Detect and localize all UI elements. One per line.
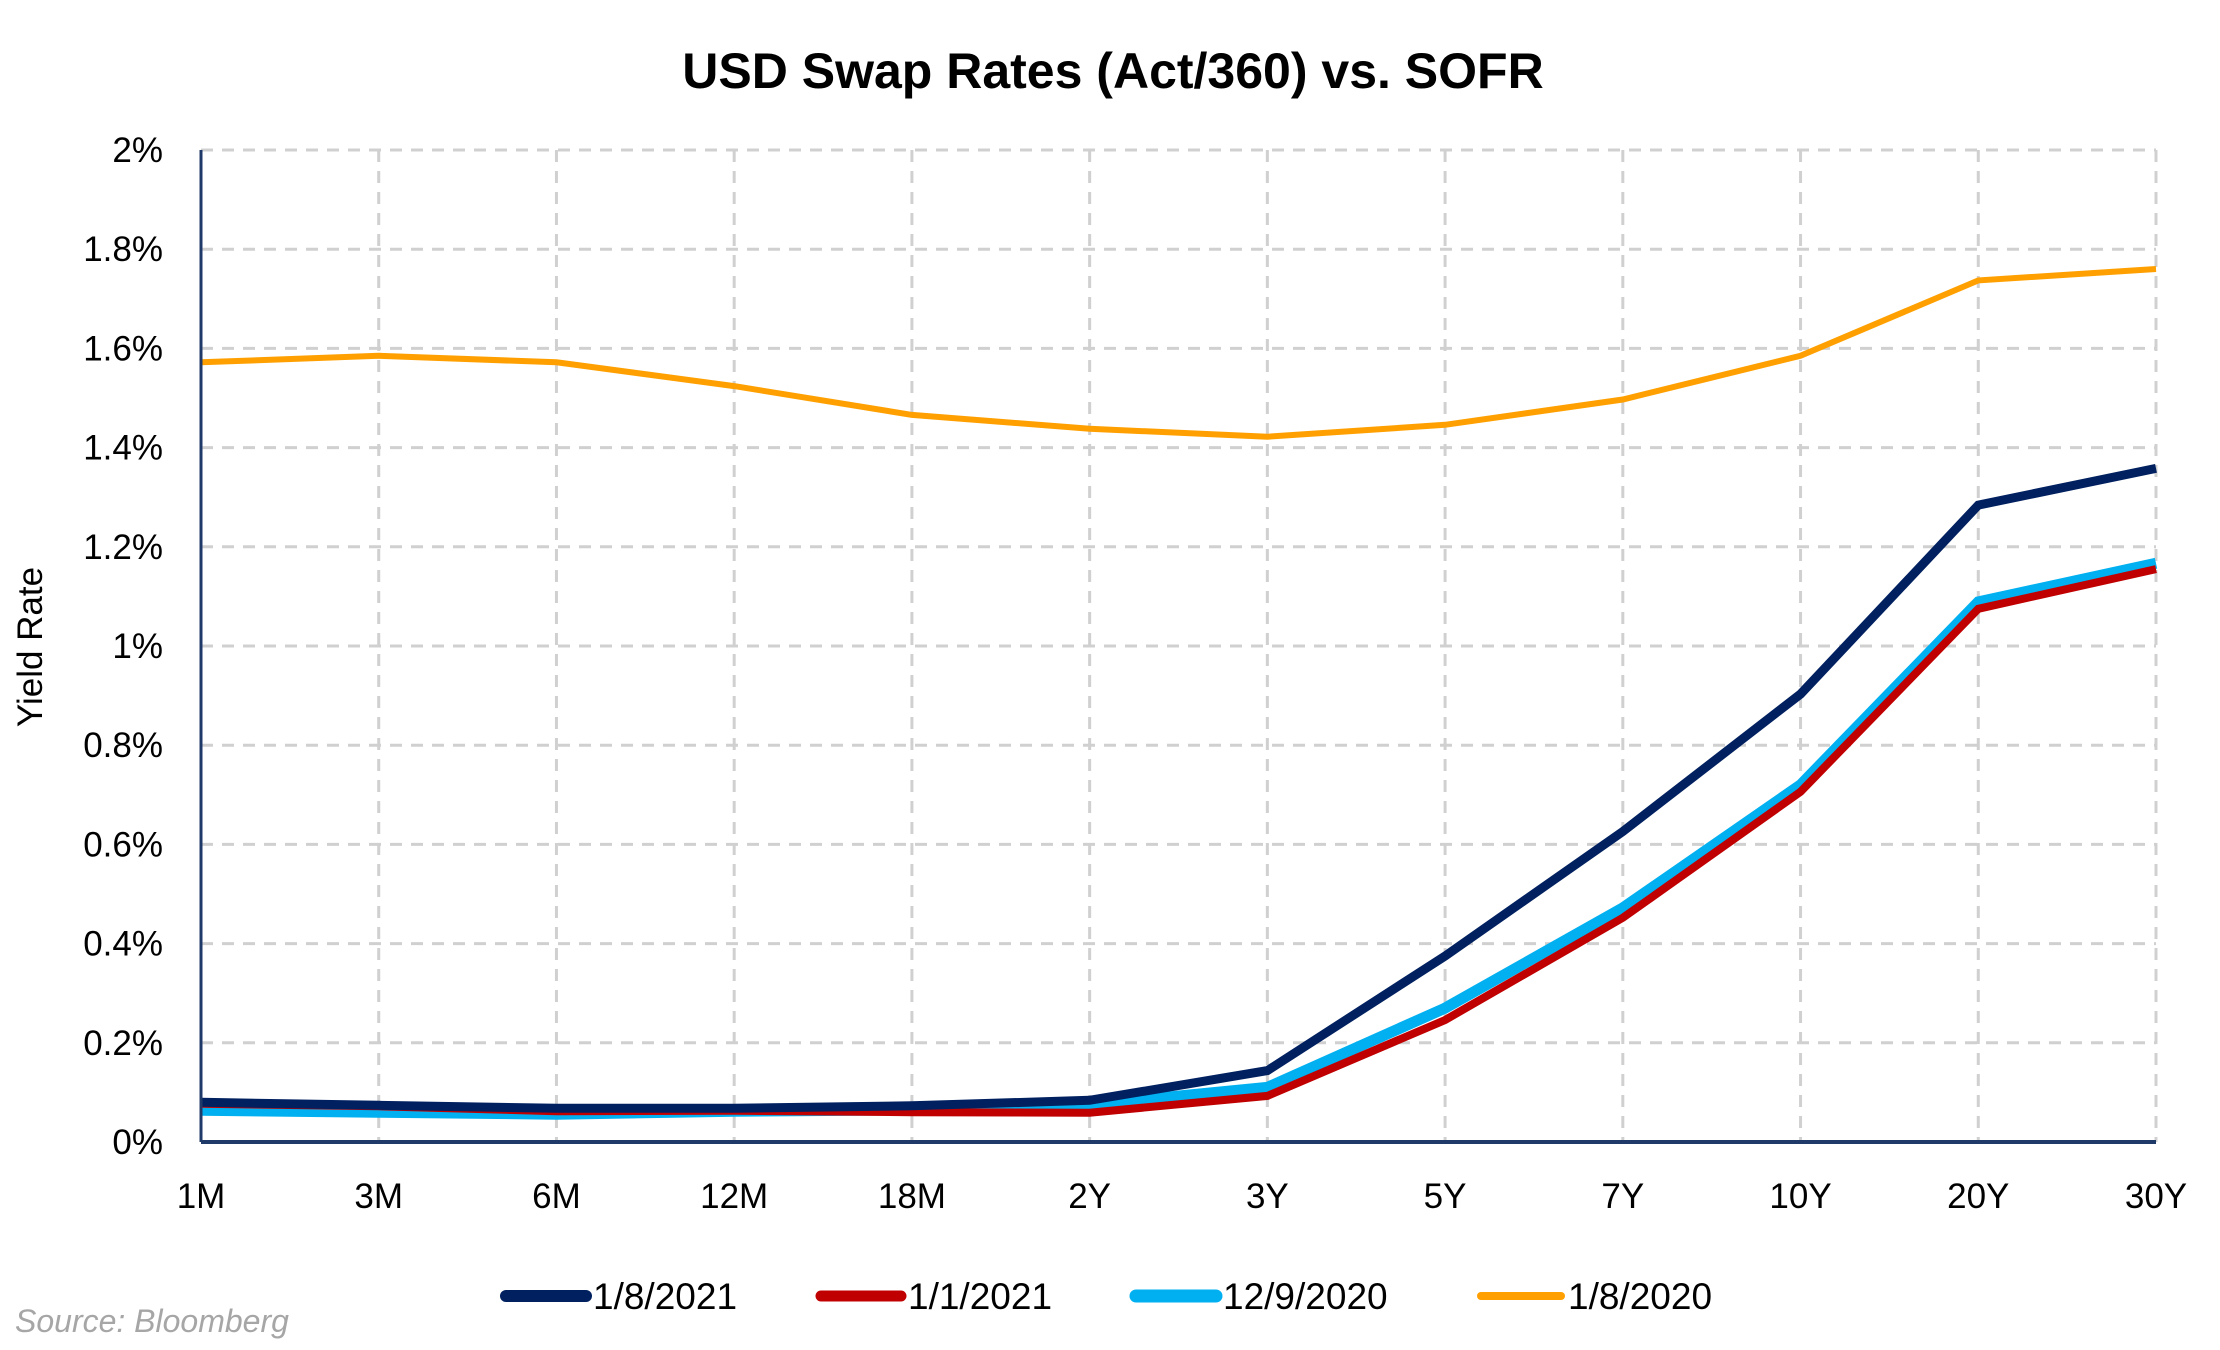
x-tick-label: 30Y: [2125, 1177, 2187, 1216]
y-tick-label: 0%: [112, 1123, 163, 1162]
x-tick-label: 6M: [532, 1177, 581, 1216]
y-axis-ticks: 0% 0.2% 0.4% 0.6% 0.8% 1% 1.2% 1.4% 1.6% 1.8% 2%: [83, 131, 163, 1162]
series-line-1/8/2021: [200, 463, 2157, 1113]
x-tick-label: 10Y: [1769, 1177, 1831, 1216]
legend-item: 1/1/2021: [815, 1276, 1052, 1317]
legend-label: 1/8/2021: [593, 1276, 737, 1317]
x-axis-ticks: 1M 3M 6M 12M 18M 2Y 3Y 5Y 7Y 10Y 20Y 30Y: [177, 1177, 2187, 1216]
x-tick-label: 2Y: [1068, 1177, 1111, 1216]
legend-item: 12/9/2020: [1129, 1276, 1388, 1317]
chart-title: USD Swap Rates (Act/360) vs. SOFR: [682, 43, 1543, 99]
x-tick-label: 12M: [700, 1177, 768, 1216]
x-tick-label: 7Y: [1601, 1177, 1644, 1216]
legend-label: 1/1/2021: [908, 1276, 1052, 1317]
legend-label: 12/9/2020: [1223, 1276, 1388, 1317]
y-tick-label: 0.2%: [83, 1024, 163, 1063]
gridlines: [201, 148, 2158, 1142]
y-tick-label: 1.8%: [83, 230, 163, 269]
x-tick-label: 1M: [177, 1177, 226, 1216]
x-tick-label: 5Y: [1424, 1177, 1467, 1216]
x-tick-label: 20Y: [1947, 1177, 2009, 1216]
x-tick-label: 18M: [878, 1177, 946, 1216]
y-tick-label: 0.6%: [83, 825, 163, 864]
x-tick-label: 3Y: [1246, 1177, 1289, 1216]
y-tick-label: 1.6%: [83, 329, 163, 368]
y-tick-label: 1.2%: [83, 528, 163, 567]
series-lines: [200, 266, 2158, 1120]
legend: 1/8/2021 1/1/2021 12/9/2020 1/8/2020: [500, 1276, 1712, 1317]
y-tick-label: 0.8%: [83, 726, 163, 765]
legend-label: 1/8/2020: [1568, 1276, 1712, 1317]
y-tick-label: 1%: [112, 627, 163, 666]
source-note: Source: Bloomberg: [15, 1303, 289, 1339]
series-line-1/1/2021: [200, 565, 2157, 1117]
y-tick-label: 2%: [112, 131, 163, 170]
series-line-1/8/2020: [200, 266, 2157, 440]
x-tick-label: 3M: [354, 1177, 403, 1216]
y-tick-label: 0.4%: [83, 925, 163, 964]
legend-item: 1/8/2020: [1477, 1276, 1712, 1317]
legend-item: 1/8/2021: [500, 1276, 737, 1317]
y-axis-label: Yield Rate: [11, 567, 50, 727]
y-tick-label: 1.4%: [83, 429, 163, 468]
